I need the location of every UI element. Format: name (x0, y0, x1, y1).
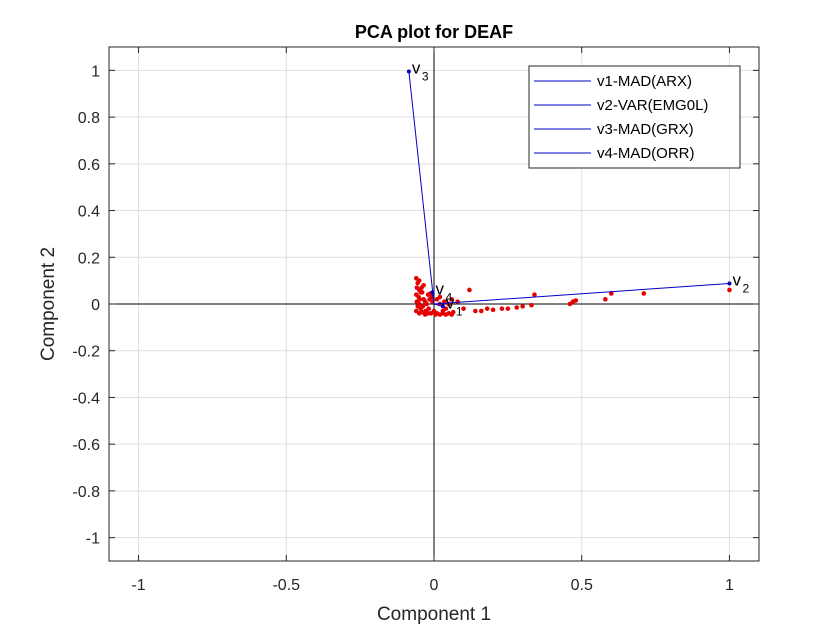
scatter-point (420, 304, 426, 309)
y-tick-label: -0.8 (72, 484, 100, 501)
scatter-point (426, 306, 431, 311)
x-tick-label: 0 (430, 577, 439, 594)
scatter-point (505, 306, 511, 311)
scatter-point (484, 306, 490, 311)
y-tick-label: 1 (91, 63, 100, 80)
loading-vectors: v1v2v3v4 (406, 59, 749, 318)
scatter-point (450, 309, 456, 315)
x-axis-label: Component 1 (377, 604, 491, 625)
scatter-point (467, 287, 472, 293)
legend-entry: v3-MAD(GRX) (597, 121, 694, 138)
y-tick-label: 0.2 (78, 250, 100, 267)
scatter-point (603, 297, 608, 302)
scatter-point (478, 308, 484, 314)
scatter-point (419, 290, 425, 295)
vector-label-v3: v (412, 59, 421, 78)
scatter-point (440, 308, 446, 314)
scatter-point (532, 292, 537, 297)
y-tick-label: 0.6 (78, 157, 100, 174)
y-tick-label: -0.6 (72, 437, 100, 454)
x-tick-label: -0.5 (272, 577, 300, 594)
chart-title: PCA plot for DEAF (355, 22, 513, 42)
scatter-point (449, 297, 455, 302)
vector-endpoint-v2 (727, 281, 732, 286)
legend: v1-MAD(ARX) v2-VAR(EMG0L) v3-MAD(GRX) v4-MA… (528, 65, 741, 169)
scatter-point (424, 301, 429, 307)
y-tick-label: -1 (86, 531, 100, 548)
scatter-point (520, 304, 525, 309)
vector-line-v2 (433, 282, 730, 305)
scatter-point (499, 306, 505, 311)
scatter-point (422, 312, 428, 317)
y-tick-label: -0.2 (72, 344, 100, 361)
scatter-point (514, 305, 520, 310)
vector-endpoint-v3 (406, 69, 411, 74)
vector-line-v3 (408, 71, 435, 305)
scatter-point (416, 278, 422, 283)
scatter-point (434, 297, 440, 302)
y-tick-label: 0.4 (78, 204, 100, 221)
vector-endpoint-v4 (430, 290, 435, 295)
vector-endpoint-v1 (440, 304, 445, 309)
vector-subscript-v4: 4 (446, 290, 453, 304)
scatter-point (727, 287, 732, 293)
y-tick-label: -0.4 (72, 390, 100, 407)
legend-entry: v2-VAR(EMG0L) (597, 97, 708, 114)
x-tick-labels: -1 -0.5 0 0.5 1 (131, 47, 734, 594)
y-tick-label: 0.8 (78, 110, 100, 127)
scatter-point (490, 307, 496, 313)
vector-label-v2: v (732, 270, 741, 289)
y-axis-label: Component 2 (38, 247, 59, 361)
x-tick-label: 1 (725, 577, 734, 594)
y-tick-label: 0 (91, 297, 100, 314)
scatter-point (641, 291, 647, 296)
scatter-point (473, 308, 478, 314)
y-tick-labels: -1 -0.8 -0.6 -0.4 -0.2 0 0.2 0.4 0.6 0.8 1 (72, 63, 759, 548)
vector-label-v4: v (436, 279, 445, 298)
scatter-point (573, 298, 579, 303)
scatter-point (529, 302, 534, 308)
vector-subscript-v1: 1 (456, 304, 463, 318)
vector-subscript-v2: 2 (742, 281, 749, 295)
legend-entry: v4-MAD(ORR) (597, 145, 695, 162)
x-tick-label: 0.5 (571, 577, 593, 594)
legend-box (528, 65, 741, 169)
scatter-point (421, 283, 426, 288)
scatter-point (461, 306, 466, 311)
scatter-point (455, 299, 460, 304)
scatter-points (413, 276, 732, 317)
scatter-point (608, 291, 614, 296)
x-tick-label: -1 (131, 577, 145, 594)
vector-subscript-v3: 3 (422, 70, 429, 84)
legend-entry: v1-MAD(ARX) (597, 73, 692, 90)
